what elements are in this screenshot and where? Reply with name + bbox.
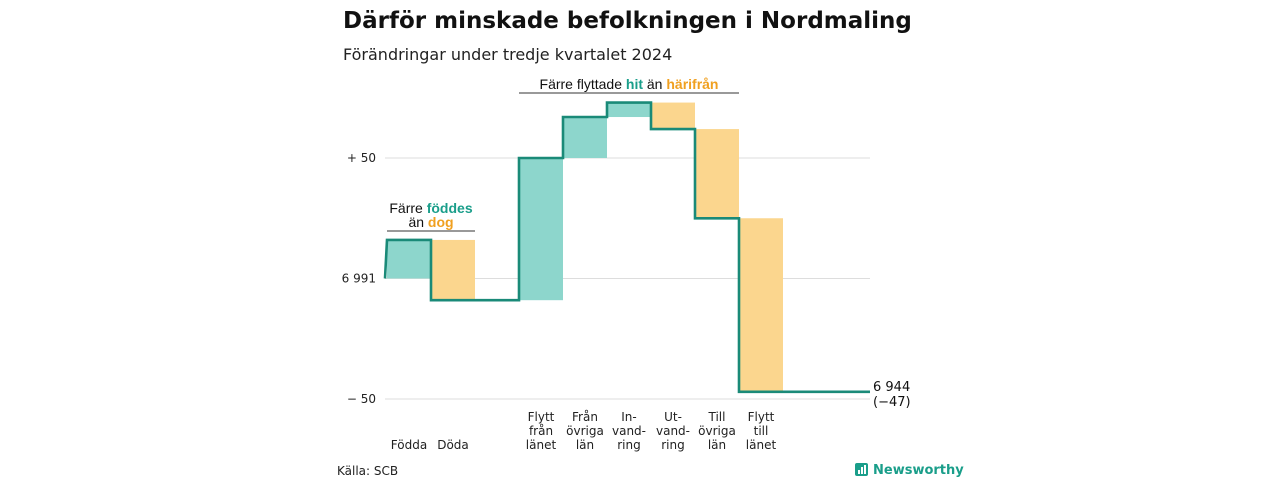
- bar-5: [607, 102, 651, 118]
- category-label: till: [754, 424, 769, 438]
- category-label: övriga: [566, 424, 604, 438]
- category-label: Till: [708, 410, 726, 424]
- bar-8: [739, 218, 783, 392]
- y-tick-label: + 50: [347, 151, 376, 165]
- bar-3: [519, 158, 563, 301]
- bar-1: [431, 239, 475, 301]
- end-change-label: (−47): [873, 395, 911, 410]
- category-label: ring: [661, 438, 685, 452]
- chart-subtitle: Förändringar under tredje kvartalet 2024: [343, 45, 672, 64]
- y-tick-label: − 50: [347, 392, 376, 406]
- newsworthy-logo: Newsworthy: [855, 463, 964, 478]
- category-label: länet: [746, 438, 777, 452]
- category-label: län: [576, 438, 594, 452]
- category-label: Födda: [391, 438, 427, 452]
- end-value-label: 6 944: [873, 380, 910, 395]
- newsworthy-icon: [855, 463, 868, 476]
- category-label: Från: [572, 410, 598, 424]
- chart-title: Därför minskade befolkningen i Nordmalin…: [343, 8, 912, 34]
- brand-name: Newsworthy: [873, 463, 964, 478]
- category-label: Flytt: [528, 410, 555, 424]
- bar-0: [387, 239, 431, 279]
- category-label: från: [529, 424, 553, 438]
- category-label: länet: [526, 438, 557, 452]
- category-label: Döda: [437, 438, 469, 452]
- category-label: In-: [621, 410, 636, 424]
- category-label: Ut-: [664, 410, 682, 424]
- category-labels: Födda DödaFlyttfrånlänetFrånövrigalänIn-v…: [391, 410, 777, 452]
- category-label: Flytt: [748, 410, 775, 424]
- bars: [387, 102, 783, 392]
- bar-4: [563, 117, 607, 158]
- cumulative-step-line: [383, 101, 870, 394]
- annotation-text: än dog: [408, 214, 453, 230]
- category-label: län: [708, 438, 726, 452]
- annotation-text: Färre föddes: [389, 200, 472, 216]
- annotation-text: Färre flyttade hit än härifrån: [540, 76, 719, 92]
- y-axis-ticks: + 50 6 991 − 50: [342, 151, 376, 406]
- y-tick-label: 6 991: [342, 272, 376, 286]
- category-label: övriga: [698, 424, 736, 438]
- category-label: ring: [617, 438, 641, 452]
- category-label: vand-: [656, 424, 690, 438]
- category-label: vand-: [612, 424, 646, 438]
- bar-7: [695, 129, 739, 219]
- source-label: Källa: SCB: [337, 464, 398, 478]
- bar-6: [651, 102, 695, 130]
